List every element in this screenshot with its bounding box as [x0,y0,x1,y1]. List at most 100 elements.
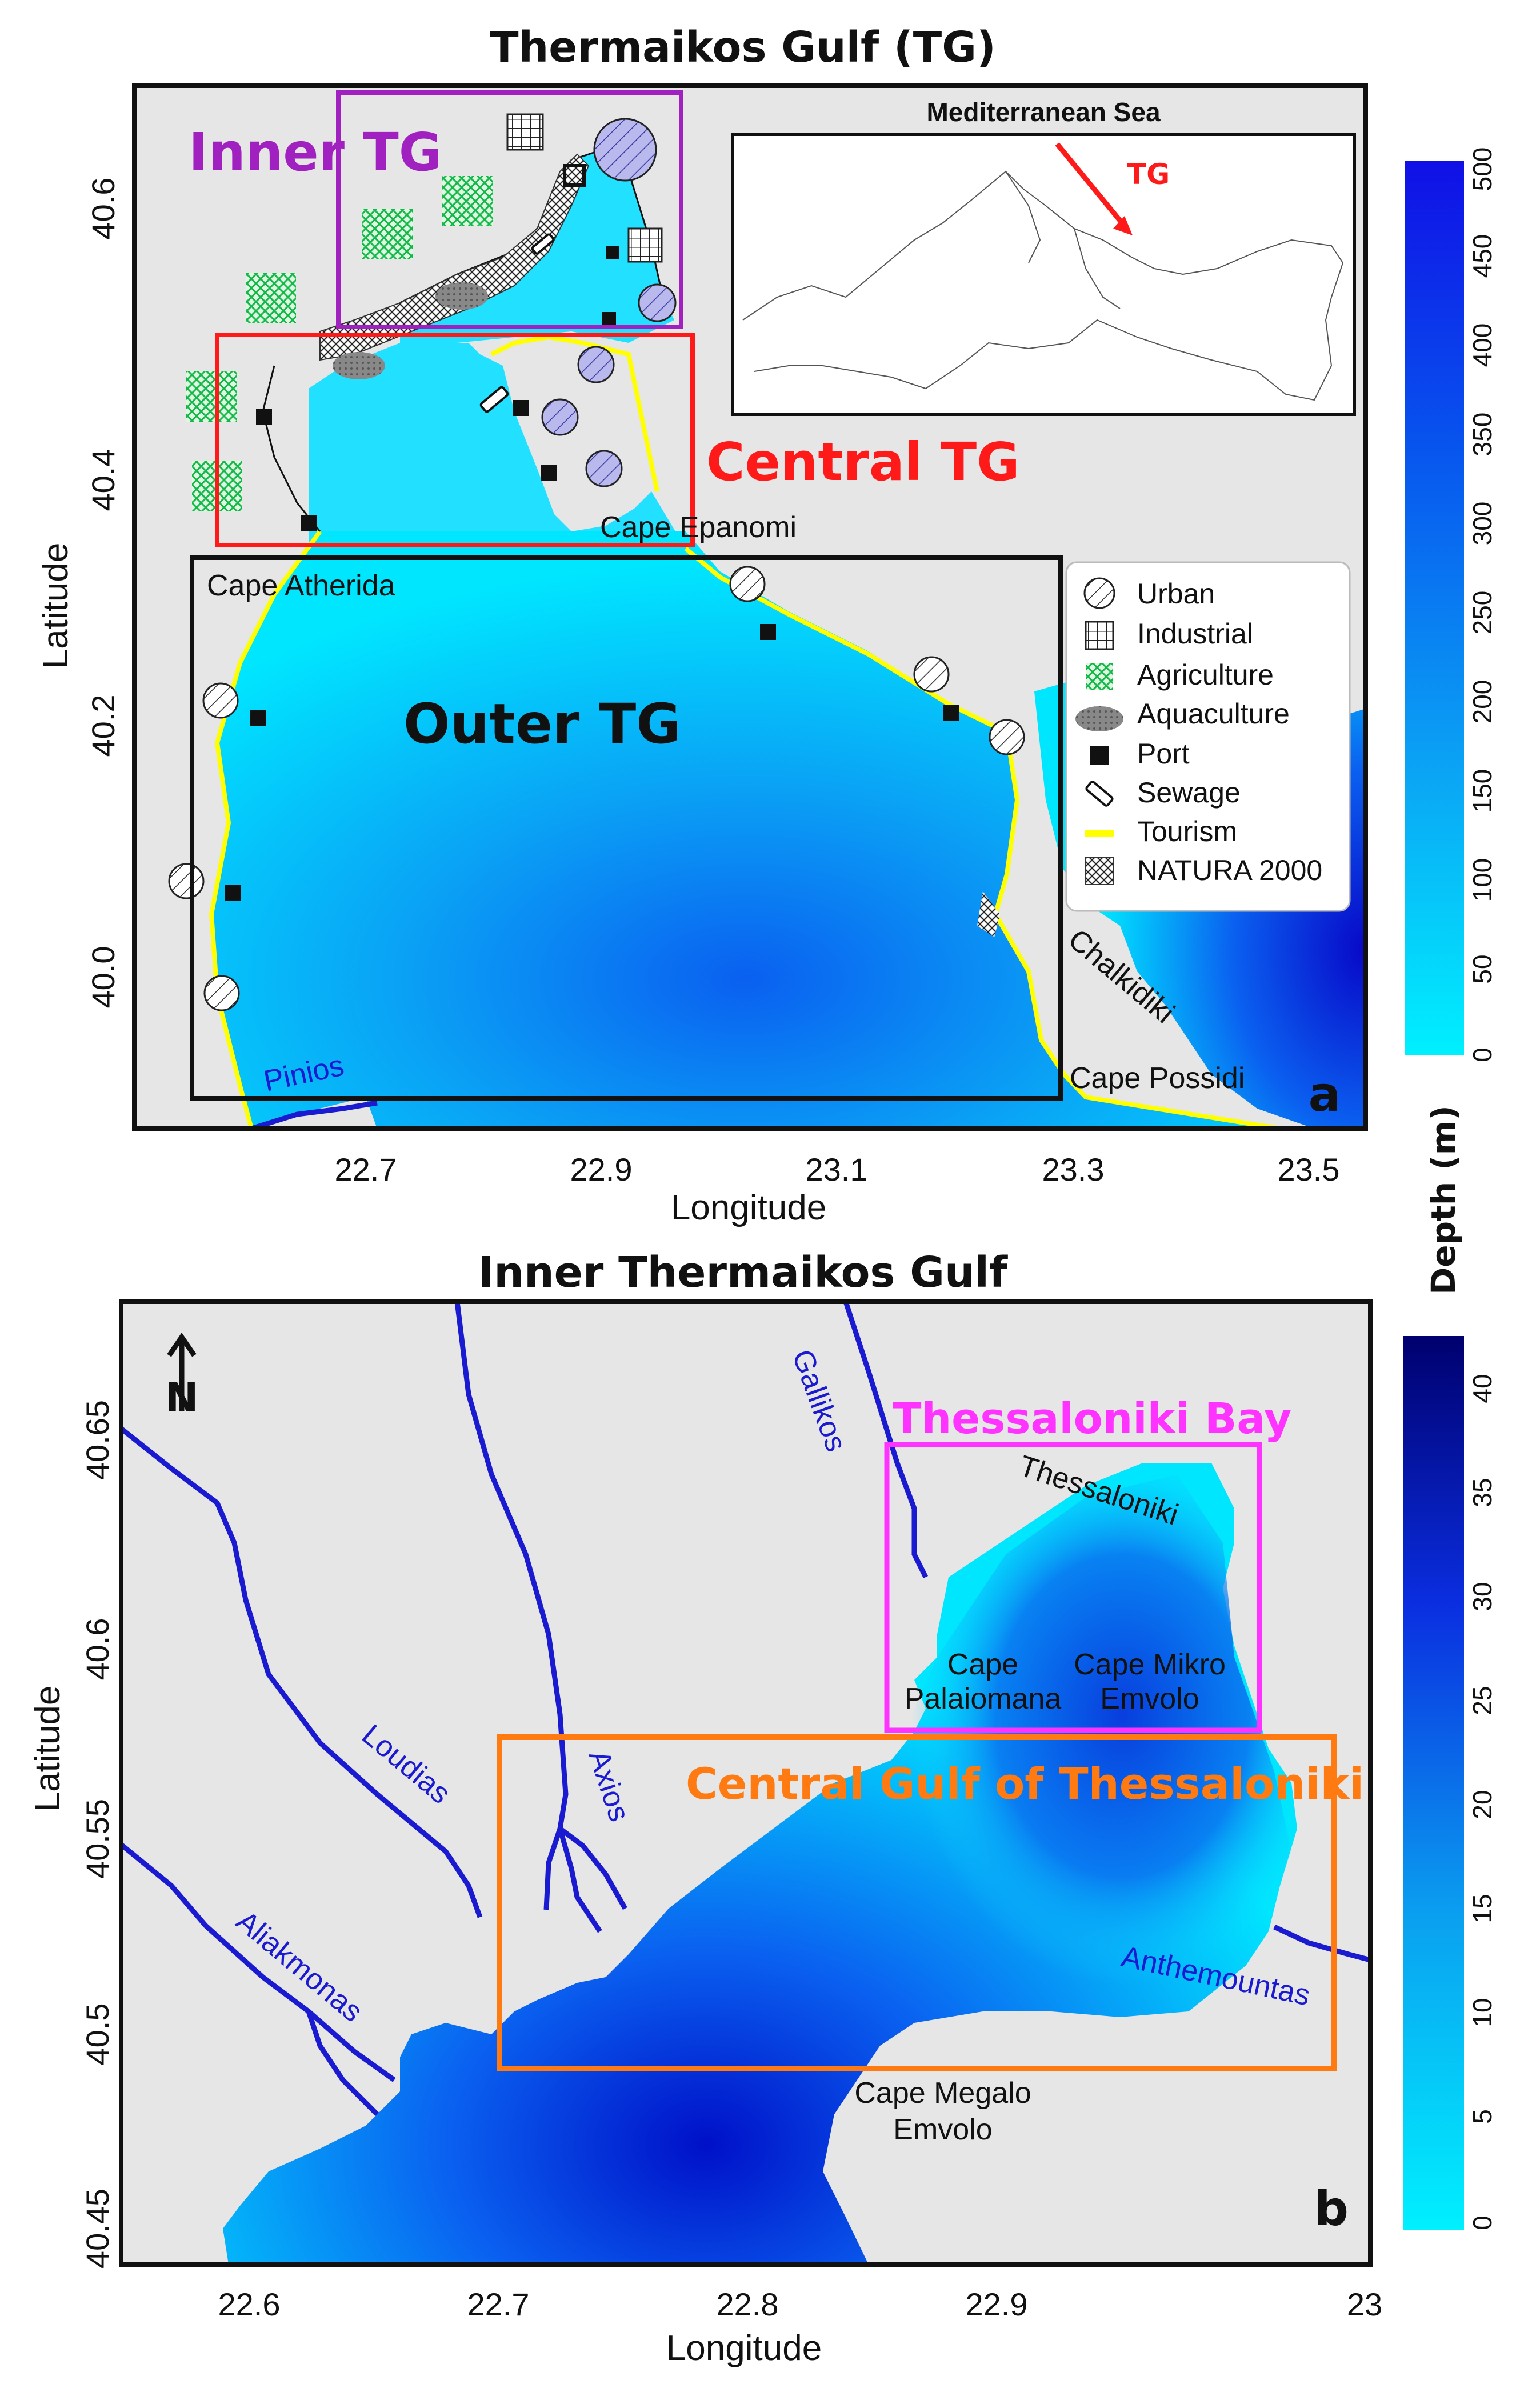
legend-sewage: Sewage [1137,777,1241,809]
colorbar-a-ticks: 500 450 400 350 300 250 200 150 100 50 0 [1467,147,1497,1062]
panel-b-map: Thessaloniki Bay Central Gulf of Thessal… [119,1301,1371,2265]
panel-a-letter: a [1309,1066,1341,1122]
central-tg-box [215,333,695,547]
b-xlabel: Longitude [666,2329,822,2368]
cba-tick-0: 0 [1467,1047,1497,1062]
cape-epanomi-label: Cape Epanomi [600,511,797,544]
industrial-area [506,113,544,151]
agriculture-area [246,273,296,323]
legend-urban: Urban [1137,578,1215,610]
anthemountas-river [1273,1924,1371,1963]
a-xtick-4: 23.3 [1042,1151,1105,1187]
legend-tourism: Tourism [1137,815,1237,847]
a-ytick-2: 40.4 [85,449,121,511]
sewage-icon [1085,781,1114,807]
urban-area [593,118,657,182]
cbb-tick-40: 40 [1467,1374,1497,1403]
a-ytick-4: 40.0 [85,946,121,1009]
a-xtick-5: 23.5 [1278,1151,1340,1187]
b-xtick-5: 23 [1347,2286,1382,2322]
panel-b-frame [119,1299,1373,2267]
cbb-tick-30: 30 [1467,1582,1497,1611]
port [301,515,317,531]
cape-possidi-label: Cape Possidi [1070,1062,1245,1095]
tourism-coastline-west [209,530,322,1130]
central-gulf-label: Central Gulf of Thessaloniki [686,1758,1364,1809]
a-ylabel: Latitude [36,543,75,669]
axios-branch-1 [558,1826,627,1910]
axios-river [454,1301,569,1910]
agriculture-area [362,209,413,259]
b-ytick-5: 40.45 [79,2189,115,2269]
port [541,465,557,481]
port [250,710,266,726]
urban-area [541,398,579,436]
cbb-tick-25: 25 [1467,1686,1497,1715]
cape-palaiomana-line1: Cape [947,1648,1018,1681]
cba-tick-50: 50 [1467,954,1497,983]
a-xlabel: Longitude [671,1188,826,1227]
depth-label: Depth (m) [1424,1105,1463,1295]
inner-tg-label: Inner TG [189,122,442,183]
colorbar-a [1405,161,1464,1055]
legend-industrial: Industrial [1137,618,1253,650]
cba-tick-400: 400 [1467,323,1497,367]
b-xtick-4: 22.9 [966,2286,1028,2322]
central-gulf-box [497,1734,1337,2071]
aquaculture-area [435,282,488,310]
cba-tick-450: 450 [1467,234,1497,278]
panel-b-title: Inner Thermaikos Gulf [478,1248,1008,1297]
cape-palaiomana-line2: Palaiomana [905,1682,1062,1715]
aliakmonas-branch [306,2010,379,2117]
legend-port: Port [1137,738,1190,770]
inset-tg-label: TG [1127,158,1170,191]
inset-pointer-arrow [1055,142,1125,226]
axios-branch-2 [557,1827,602,1933]
aquaculture-icon [1075,706,1123,731]
cba-tick-150: 150 [1467,769,1497,813]
pinios-river [250,1100,378,1131]
b-xtick-3: 22.8 [717,2286,779,2322]
port [256,409,272,425]
agriculture-icon [1086,663,1113,690]
agriculture-area [186,371,237,422]
cape-atherida-label: Cape Atherida [207,569,395,602]
port [606,246,619,259]
cape-megalo-line1: Cape Megalo [854,2077,1031,2110]
port [513,400,529,416]
urban-area [638,283,677,322]
cbb-tick-10: 10 [1467,1998,1497,2027]
mediterranean-inset: TG Mediterranean Sea [731,97,1356,416]
panel-a-map: TG Mediterranean Sea Inner TG Central TG… [134,86,1366,1131]
cba-tick-250: 250 [1467,591,1497,635]
thessaloniki-bay-label: Thessaloniki Bay [893,1394,1291,1443]
a-ytick-1: 40.6 [85,178,121,240]
b-ytick-2: 40.6 [79,1618,115,1681]
sewage-outfall [479,386,509,413]
b-ylabel: Latitude [28,1686,67,1812]
agriculture-area [442,176,493,226]
port [602,312,616,326]
north-arrow-icon [167,1333,197,1411]
port [225,885,241,901]
urban-area [989,719,1025,755]
legend-natura: NATURA 2000 [1137,854,1322,886]
cba-tick-100: 100 [1467,858,1497,902]
natura-area [319,153,590,361]
gallikos-river [843,1301,929,1579]
natura-icon [1085,857,1114,885]
legend [1065,561,1351,912]
tourism-coastline-central [490,334,659,492]
industrial-icon [1085,621,1114,650]
outer-gulf-water [211,531,1280,1129]
urban-area [203,975,240,1011]
urban-area [577,346,615,383]
panel-a-title: Thermaikos Gulf (TG) [490,23,996,72]
b-ytick-4: 40.5 [79,2003,115,2066]
cba-tick-300: 300 [1467,502,1497,546]
inset-title: Mediterranean Sea [926,97,1160,127]
urban-area [585,450,623,487]
cbb-tick-5: 5 [1467,2109,1497,2124]
colorbar-b [1403,1336,1464,2230]
cbb-tick-0: 0 [1467,2215,1497,2230]
